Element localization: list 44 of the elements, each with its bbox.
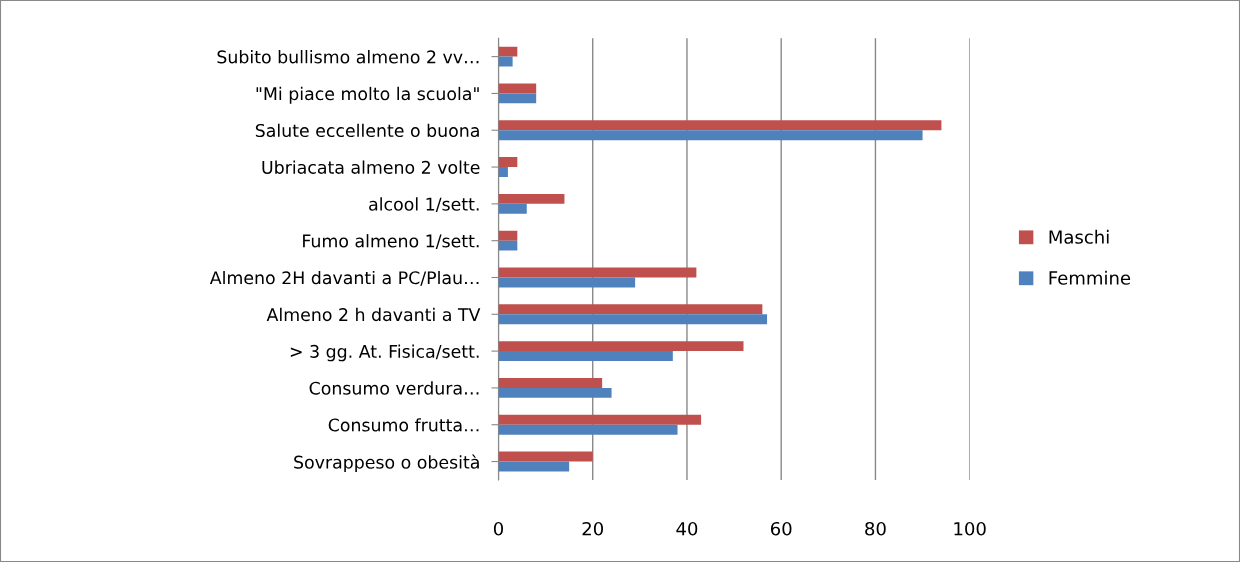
bar: [498, 414, 702, 425]
y-tick-label: Sovrappeso o obesità: [294, 454, 479, 473]
y-tick-label: alcool 1/sett.: [369, 197, 479, 213]
bar: [498, 120, 942, 131]
bar: [498, 267, 697, 278]
y-tick-label: Salute eccellente o buona: [255, 123, 479, 138]
x-tick-label: 60: [770, 521, 792, 536]
bar: [498, 451, 593, 462]
bar: [498, 46, 518, 57]
bar: [498, 230, 518, 241]
y-tick-label: Subito bullismo almeno 2 vv…: [217, 50, 479, 64]
bar: [498, 240, 518, 251]
bar: [498, 56, 513, 67]
bar: [498, 387, 612, 398]
y-tick-label: Almeno 2H davanti a PC/Plau…: [209, 270, 479, 286]
y-tick-label: "Mi piace molto la scuola": [256, 86, 479, 104]
bar: [498, 424, 678, 435]
y-tick-label: Consumo frutta…: [328, 418, 479, 432]
x-tick-label: 0: [493, 521, 504, 536]
x-tick-label: 20: [582, 521, 604, 536]
legend-label: Maschi: [1049, 229, 1109, 244]
bar: [498, 130, 923, 141]
bar: [498, 461, 570, 472]
bar: [498, 83, 537, 94]
bar: [498, 377, 603, 388]
bar: [498, 304, 763, 315]
bar: [498, 157, 518, 168]
bar: [498, 314, 768, 325]
y-tick-label: > 3 gg. At. Fisica/sett.: [290, 344, 479, 362]
x-tick-label: 100: [954, 521, 986, 536]
y-tick-label: Consumo verdura…: [309, 381, 479, 395]
y-tick-label: Ubriacata almeno 2 volte: [262, 160, 480, 174]
legend-label: Femmine: [1049, 270, 1131, 285]
bar: [498, 193, 565, 204]
bar: [498, 341, 744, 352]
bar: [498, 203, 527, 214]
bar: [498, 167, 508, 177]
y-tick-label: Almeno 2 h davanti a TV: [266, 307, 481, 322]
bar: [498, 277, 636, 288]
x-tick-label: 80: [865, 521, 886, 536]
bar: [498, 351, 673, 362]
x-tick-label: 40: [676, 521, 698, 536]
bar: [498, 93, 537, 104]
y-tick-label: Fumo almeno 1/sett.: [303, 234, 479, 249]
